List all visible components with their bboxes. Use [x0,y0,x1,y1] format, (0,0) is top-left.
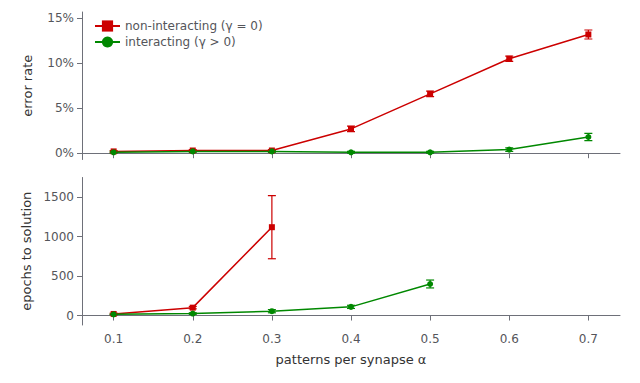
svg-text:10%: 10% [47,56,74,70]
svg-text:5%: 5% [55,101,74,115]
svg-text:interacting (γ > 0): interacting (γ > 0) [125,35,236,49]
svg-text:0.6: 0.6 [500,332,519,346]
svg-text:error rate: error rate [20,55,35,117]
svg-text:15%: 15% [47,11,74,25]
svg-text:0.3: 0.3 [262,332,281,346]
svg-text:1000: 1000 [43,230,74,244]
svg-text:500: 500 [51,269,74,283]
svg-text:0.1: 0.1 [104,332,123,346]
svg-text:0.7: 0.7 [579,332,598,346]
svg-text:0.5: 0.5 [421,332,440,346]
svg-text:1500: 1500 [43,190,74,204]
svg-text:0.2: 0.2 [183,332,202,346]
svg-text:epochs to solution: epochs to solution [19,192,34,311]
svg-text:0.4: 0.4 [341,332,360,346]
svg-text:patterns per synapse α: patterns per synapse α [276,352,427,367]
svg-text:0: 0 [66,309,74,323]
svg-text:0%: 0% [55,146,74,160]
svg-text:non-interacting (γ = 0): non-interacting (γ = 0) [125,19,263,33]
